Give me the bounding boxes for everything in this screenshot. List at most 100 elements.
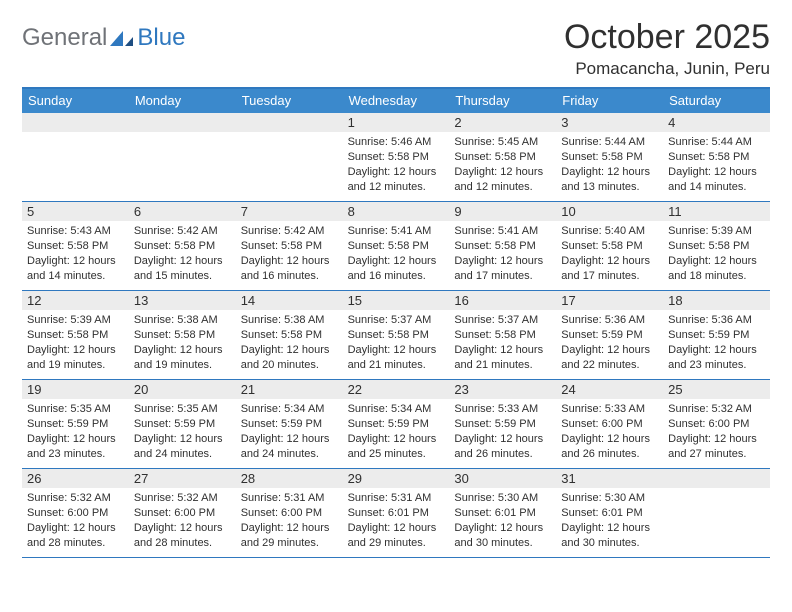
weekday-header: Monday (129, 89, 236, 113)
daylight-text: Daylight: 12 hours and 18 minutes. (668, 254, 765, 284)
day-cell: 10Sunrise: 5:40 AMSunset: 5:58 PMDayligh… (556, 202, 663, 290)
day-number: 24 (556, 380, 663, 399)
week-row: 19Sunrise: 5:35 AMSunset: 5:59 PMDayligh… (22, 380, 770, 469)
daylight-text: Daylight: 12 hours and 20 minutes. (241, 343, 338, 373)
sunrise-text: Sunrise: 5:44 AM (668, 135, 765, 150)
weekday-header: Saturday (663, 89, 770, 113)
weeks-container: 1Sunrise: 5:46 AMSunset: 5:58 PMDaylight… (22, 113, 770, 558)
sunrise-text: Sunrise: 5:39 AM (27, 313, 124, 328)
day-cell: 11 Sunrise: 5:39 AMSunset: 5:58 PMDayligh… (663, 202, 770, 290)
sunset-text: Sunset: 5:59 PM (348, 417, 445, 432)
day-number: 28 (236, 469, 343, 488)
day-body: Sunrise: 5:35 AMSunset: 5:59 PMDaylight:… (22, 399, 129, 466)
day-cell: 27Sunrise: 5:32 AMSunset: 6:00 PMDayligh… (129, 469, 236, 557)
day-body: Sunrise: 5:36 AMSunset: 5:59 PMDaylight:… (663, 310, 770, 377)
daylight-text: Daylight: 12 hours and 21 minutes. (454, 343, 551, 373)
day-body: Sunrise: 5:30 AMSunset: 6:01 PMDaylight:… (449, 488, 556, 555)
sunrise-text: Sunrise: 5:40 AM (561, 224, 658, 239)
sunrise-text: Sunrise: 5:34 AM (241, 402, 338, 417)
daylight-text: Daylight: 12 hours and 15 minutes. (134, 254, 231, 284)
sunset-text: Sunset: 6:01 PM (561, 506, 658, 521)
sunset-text: Sunset: 6:00 PM (668, 417, 765, 432)
day-number (236, 113, 343, 132)
day-number: 23 (449, 380, 556, 399)
sunrise-text: Sunrise: 5:39 AM (668, 224, 765, 239)
sunrise-text: Sunrise: 5:34 AM (348, 402, 445, 417)
daylight-text: Daylight: 12 hours and 19 minutes. (27, 343, 124, 373)
weekday-header-row: Sunday Monday Tuesday Wednesday Thursday… (22, 89, 770, 113)
daylight-text: Daylight: 12 hours and 16 minutes. (348, 254, 445, 284)
daylight-text: Daylight: 12 hours and 17 minutes. (561, 254, 658, 284)
day-cell: 28Sunrise: 5:31 AMSunset: 6:00 PMDayligh… (236, 469, 343, 557)
header-row: General Blue October 2025 Pomacancha, Ju… (22, 18, 770, 79)
day-cell: 5Sunrise: 5:43 AMSunset: 5:58 PMDaylight… (22, 202, 129, 290)
sunset-text: Sunset: 5:58 PM (134, 239, 231, 254)
day-number: 21 (236, 380, 343, 399)
daylight-text: Daylight: 12 hours and 30 minutes. (454, 521, 551, 551)
sunset-text: Sunset: 5:59 PM (561, 328, 658, 343)
day-number: 20 (129, 380, 236, 399)
sunrise-text: Sunrise: 5:41 AM (454, 224, 551, 239)
sunrise-text: Sunrise: 5:36 AM (668, 313, 765, 328)
day-cell: 18Sunrise: 5:36 AMSunset: 5:59 PMDayligh… (663, 291, 770, 379)
sunset-text: Sunset: 5:58 PM (668, 239, 765, 254)
day-body: Sunrise: 5:32 AMSunset: 6:00 PMDaylight:… (22, 488, 129, 555)
day-number: 7 (236, 202, 343, 221)
sunset-text: Sunset: 5:58 PM (561, 239, 658, 254)
day-cell: 2Sunrise: 5:45 AMSunset: 5:58 PMDaylight… (449, 113, 556, 201)
day-body: Sunrise: 5:44 AMSunset: 5:58 PMDaylight:… (663, 132, 770, 199)
day-cell (129, 113, 236, 201)
sunrise-text: Sunrise: 5:41 AM (348, 224, 445, 239)
title-block: October 2025 Pomacancha, Junin, Peru (564, 18, 770, 79)
week-row: 5Sunrise: 5:43 AMSunset: 5:58 PMDaylight… (22, 202, 770, 291)
day-body: Sunrise: 5:43 AMSunset: 5:58 PMDaylight:… (22, 221, 129, 288)
day-cell: 1Sunrise: 5:46 AMSunset: 5:58 PMDaylight… (343, 113, 450, 201)
sunrise-text: Sunrise: 5:32 AM (668, 402, 765, 417)
day-number (22, 113, 129, 132)
day-cell: 22Sunrise: 5:34 AMSunset: 5:59 PMDayligh… (343, 380, 450, 468)
day-number: 1 (343, 113, 450, 132)
day-body: Sunrise: 5:34 AMSunset: 5:59 PMDaylight:… (236, 399, 343, 466)
day-number: 15 (343, 291, 450, 310)
day-number (663, 469, 770, 488)
day-body: Sunrise: 5:39 AMSunset: 5:58 PMDaylight:… (22, 310, 129, 377)
sunset-text: Sunset: 5:59 PM (134, 417, 231, 432)
daylight-text: Daylight: 12 hours and 17 minutes. (454, 254, 551, 284)
sunrise-text: Sunrise: 5:38 AM (241, 313, 338, 328)
day-number: 6 (129, 202, 236, 221)
day-body: Sunrise: 5:32 AMSunset: 6:00 PMDaylight:… (663, 399, 770, 466)
daylight-text: Daylight: 12 hours and 14 minutes. (668, 165, 765, 195)
sunrise-text: Sunrise: 5:33 AM (454, 402, 551, 417)
sunrise-text: Sunrise: 5:30 AM (561, 491, 658, 506)
sunrise-text: Sunrise: 5:35 AM (27, 402, 124, 417)
weekday-header: Tuesday (236, 89, 343, 113)
day-number: 13 (129, 291, 236, 310)
day-body: Sunrise: 5:30 AMSunset: 6:01 PMDaylight:… (556, 488, 663, 555)
daylight-text: Daylight: 12 hours and 23 minutes. (668, 343, 765, 373)
day-cell: 17Sunrise: 5:36 AMSunset: 5:59 PMDayligh… (556, 291, 663, 379)
day-cell: 14Sunrise: 5:38 AMSunset: 5:58 PMDayligh… (236, 291, 343, 379)
sunset-text: Sunset: 5:58 PM (348, 328, 445, 343)
day-cell: 29Sunrise: 5:31 AMSunset: 6:01 PMDayligh… (343, 469, 450, 557)
sunset-text: Sunset: 5:58 PM (241, 239, 338, 254)
day-body: Sunrise: 5:37 AMSunset: 5:58 PMDaylight:… (449, 310, 556, 377)
day-cell: 13Sunrise: 5:38 AMSunset: 5:58 PMDayligh… (129, 291, 236, 379)
sunrise-text: Sunrise: 5:32 AM (27, 491, 124, 506)
sunrise-text: Sunrise: 5:46 AM (348, 135, 445, 150)
day-number: 2 (449, 113, 556, 132)
day-body: Sunrise: 5:36 AMSunset: 5:59 PMDaylight:… (556, 310, 663, 377)
week-row: 26Sunrise: 5:32 AMSunset: 6:00 PMDayligh… (22, 469, 770, 558)
day-body: Sunrise: 5:45 AMSunset: 5:58 PMDaylight:… (449, 132, 556, 199)
day-number: 29 (343, 469, 450, 488)
day-cell: 8Sunrise: 5:41 AMSunset: 5:58 PMDaylight… (343, 202, 450, 290)
day-cell: 4Sunrise: 5:44 AMSunset: 5:58 PMDaylight… (663, 113, 770, 201)
day-number: 11 (663, 202, 770, 221)
daylight-text: Daylight: 12 hours and 26 minutes. (454, 432, 551, 462)
day-cell: 25Sunrise: 5:32 AMSunset: 6:00 PMDayligh… (663, 380, 770, 468)
day-number: 4 (663, 113, 770, 132)
day-cell: 24Sunrise: 5:33 AMSunset: 6:00 PMDayligh… (556, 380, 663, 468)
sunset-text: Sunset: 5:58 PM (27, 328, 124, 343)
day-body: Sunrise: 5:41 AMSunset: 5:58 PMDaylight:… (449, 221, 556, 288)
day-cell: 9Sunrise: 5:41 AMSunset: 5:58 PMDaylight… (449, 202, 556, 290)
sunset-text: Sunset: 5:58 PM (454, 239, 551, 254)
